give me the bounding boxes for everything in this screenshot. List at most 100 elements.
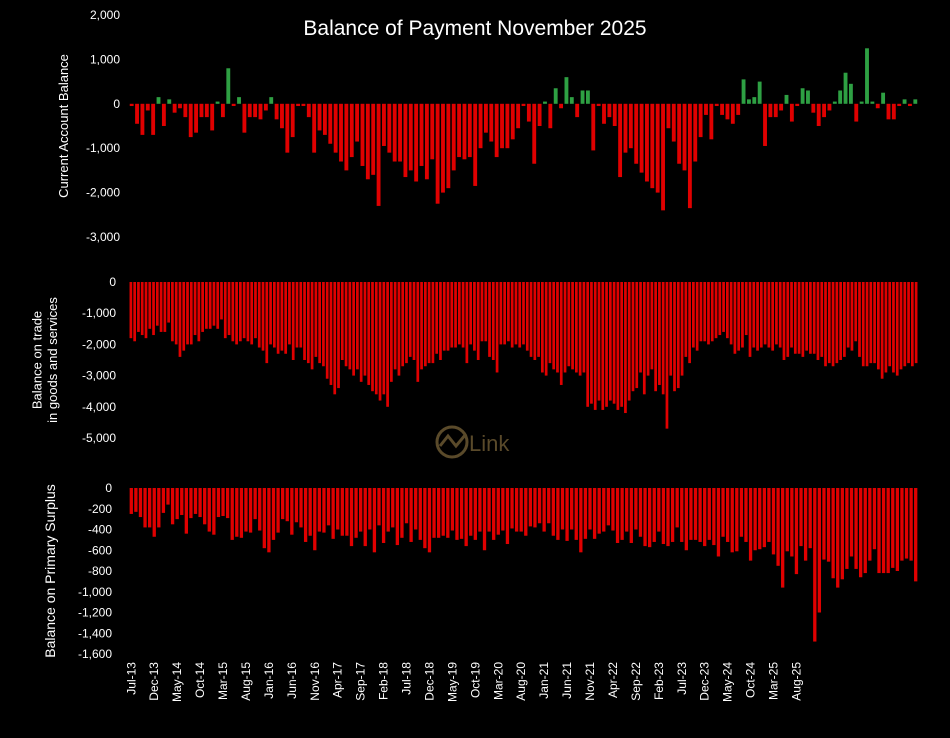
bar	[741, 282, 744, 348]
bar	[329, 282, 333, 385]
bar	[571, 282, 574, 370]
bar	[631, 282, 635, 392]
bar	[839, 282, 842, 360]
bar	[800, 88, 805, 104]
bar	[492, 488, 496, 540]
bar	[914, 488, 918, 582]
bar	[773, 103, 778, 118]
bar	[507, 282, 510, 342]
bar	[720, 103, 725, 115]
bar	[712, 488, 716, 546]
bar	[227, 282, 231, 336]
bar	[257, 282, 261, 348]
bar	[528, 488, 533, 527]
bar	[525, 282, 529, 351]
bar	[574, 282, 578, 373]
bar	[615, 488, 620, 543]
bar	[134, 488, 138, 512]
bar	[476, 282, 480, 360]
bar	[910, 282, 914, 367]
bar	[782, 282, 786, 360]
bar	[794, 488, 799, 575]
x-tick-label: Jan-16	[262, 662, 276, 699]
bar	[340, 488, 344, 536]
bar	[547, 488, 551, 524]
bar	[569, 97, 574, 104]
bar	[665, 282, 669, 429]
x-tick-label: Aug-20	[514, 662, 528, 701]
bar	[451, 103, 456, 171]
bar	[386, 488, 390, 532]
bar	[699, 282, 703, 342]
bar	[199, 103, 204, 118]
bar	[650, 103, 655, 189]
bar	[441, 103, 445, 193]
x-tick-label: Mar-25	[767, 662, 781, 700]
x-tick-label: Nov-21	[583, 662, 597, 701]
bar	[606, 488, 611, 526]
bar	[221, 103, 225, 118]
bar	[612, 282, 616, 404]
bar	[308, 488, 312, 536]
bar	[220, 282, 223, 320]
bar	[752, 97, 757, 104]
bar	[345, 488, 349, 536]
bar	[585, 90, 590, 104]
bar	[586, 282, 590, 407]
bar	[808, 488, 812, 549]
bar	[392, 103, 397, 162]
bar	[854, 103, 859, 122]
bar	[891, 103, 896, 120]
y-axis-label: Balance on tradein goods and services	[29, 297, 60, 423]
bar	[872, 488, 877, 550]
bar	[484, 103, 488, 133]
bar	[556, 488, 560, 540]
x-tick-label: Jul-23	[675, 662, 689, 695]
bar	[365, 103, 370, 180]
bar	[408, 103, 413, 171]
bar	[759, 282, 763, 348]
x-tick-label: Aug-25	[789, 662, 803, 701]
bar	[427, 282, 431, 364]
bar	[349, 103, 354, 158]
bar	[510, 103, 515, 140]
bar	[726, 282, 729, 339]
current-account-panel: 2,000 1,000 0 -1,000 -2,000 -3,000 Current Acc…	[56, 8, 918, 244]
bar	[322, 282, 325, 367]
bar	[382, 282, 386, 395]
bar	[583, 488, 588, 539]
bar	[505, 488, 510, 545]
x-tick-label: Jan-21	[537, 662, 551, 699]
bar	[801, 282, 805, 357]
bar	[518, 282, 522, 348]
bar	[675, 488, 679, 528]
bar	[747, 99, 751, 104]
bar	[575, 103, 580, 118]
x-tick-label: Mar-20	[491, 662, 505, 700]
bar	[454, 282, 457, 348]
bar	[824, 282, 827, 367]
bar	[670, 488, 675, 542]
bar	[551, 488, 555, 536]
bar	[253, 488, 257, 520]
bar	[285, 488, 289, 522]
bar	[491, 282, 495, 360]
bar	[838, 90, 843, 104]
bar	[322, 103, 327, 135]
bar	[306, 103, 311, 118]
bar	[246, 282, 250, 342]
bar	[496, 488, 500, 535]
bar	[875, 103, 880, 109]
bar	[480, 282, 484, 342]
watermark-text: Link	[469, 431, 510, 456]
bar	[643, 488, 647, 547]
bar	[748, 282, 752, 357]
bar	[313, 488, 317, 551]
bar	[730, 488, 734, 553]
y-tick-label: -4,000	[82, 400, 116, 414]
bar	[607, 103, 612, 118]
bar	[516, 103, 521, 129]
bar	[514, 282, 518, 345]
bar	[250, 282, 254, 345]
bar	[414, 103, 419, 182]
